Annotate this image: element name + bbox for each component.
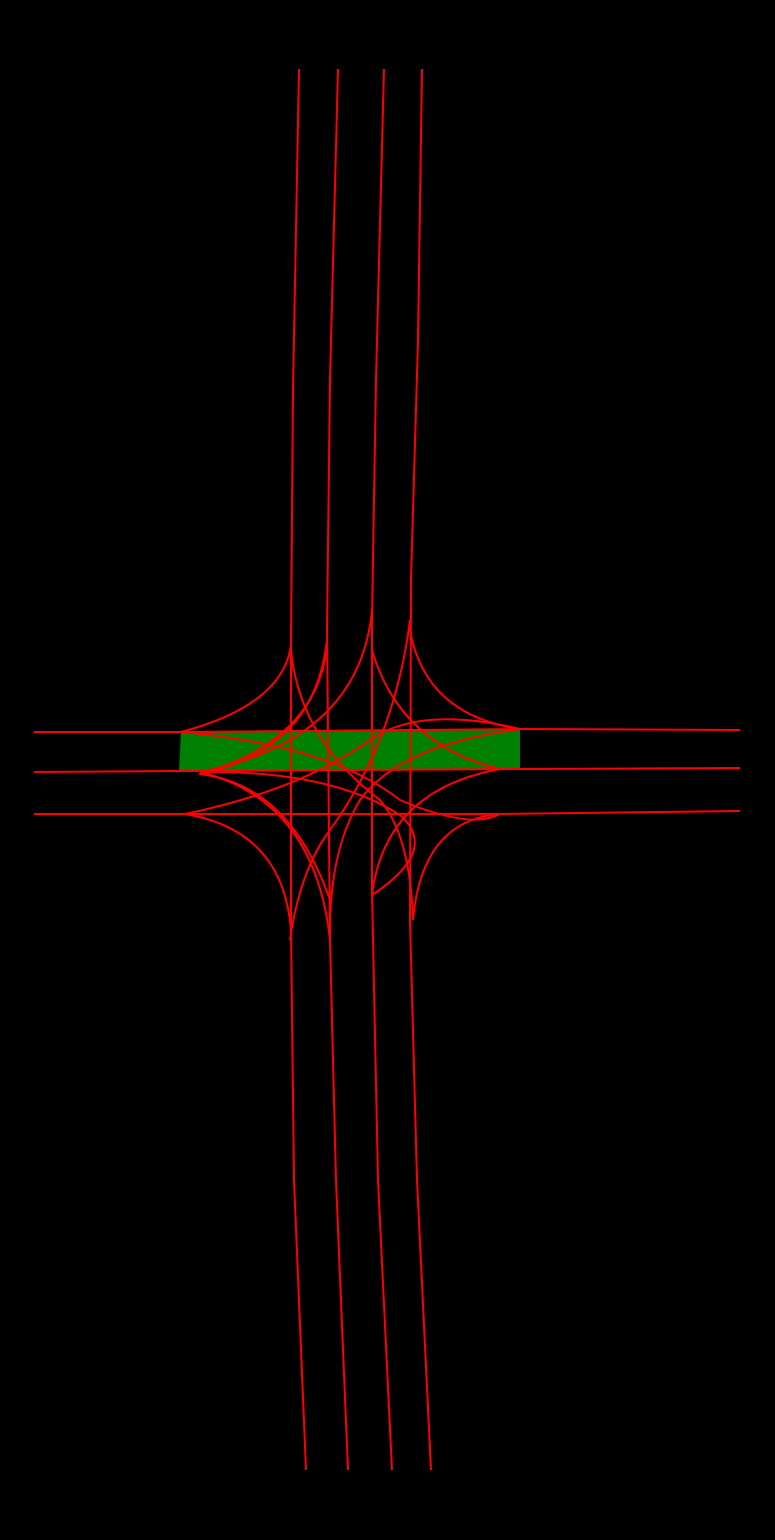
turn-curve-se-inner	[371, 768, 501, 896]
turn-curve-se-outer	[412, 813, 501, 921]
crossing-zone	[179, 729, 520, 771]
horizontal-lane-bottom	[34, 810, 741, 815]
horizontal-lane-top	[34, 728, 741, 733]
lane-lines	[33, 68, 741, 1471]
diagonal-curve-2	[199, 609, 373, 773]
vertical-lane-3	[371, 68, 393, 1471]
diagonal-curve-6	[184, 718, 521, 815]
vertical-lane-4	[409, 68, 432, 1471]
turn-curve-ne-inner	[371, 649, 501, 770]
diagonal-curve-5	[329, 728, 521, 931]
turn-curve-nw-outer	[180, 644, 292, 733]
vertical-lane-1	[290, 68, 307, 1471]
diagonal-curve-4	[180, 731, 501, 821]
diagonal-curve-1	[199, 639, 331, 940]
turn-curve-sw-outer	[184, 813, 292, 931]
diagonal-curve-8	[290, 649, 414, 921]
diagonal-curve-3	[289, 619, 411, 941]
